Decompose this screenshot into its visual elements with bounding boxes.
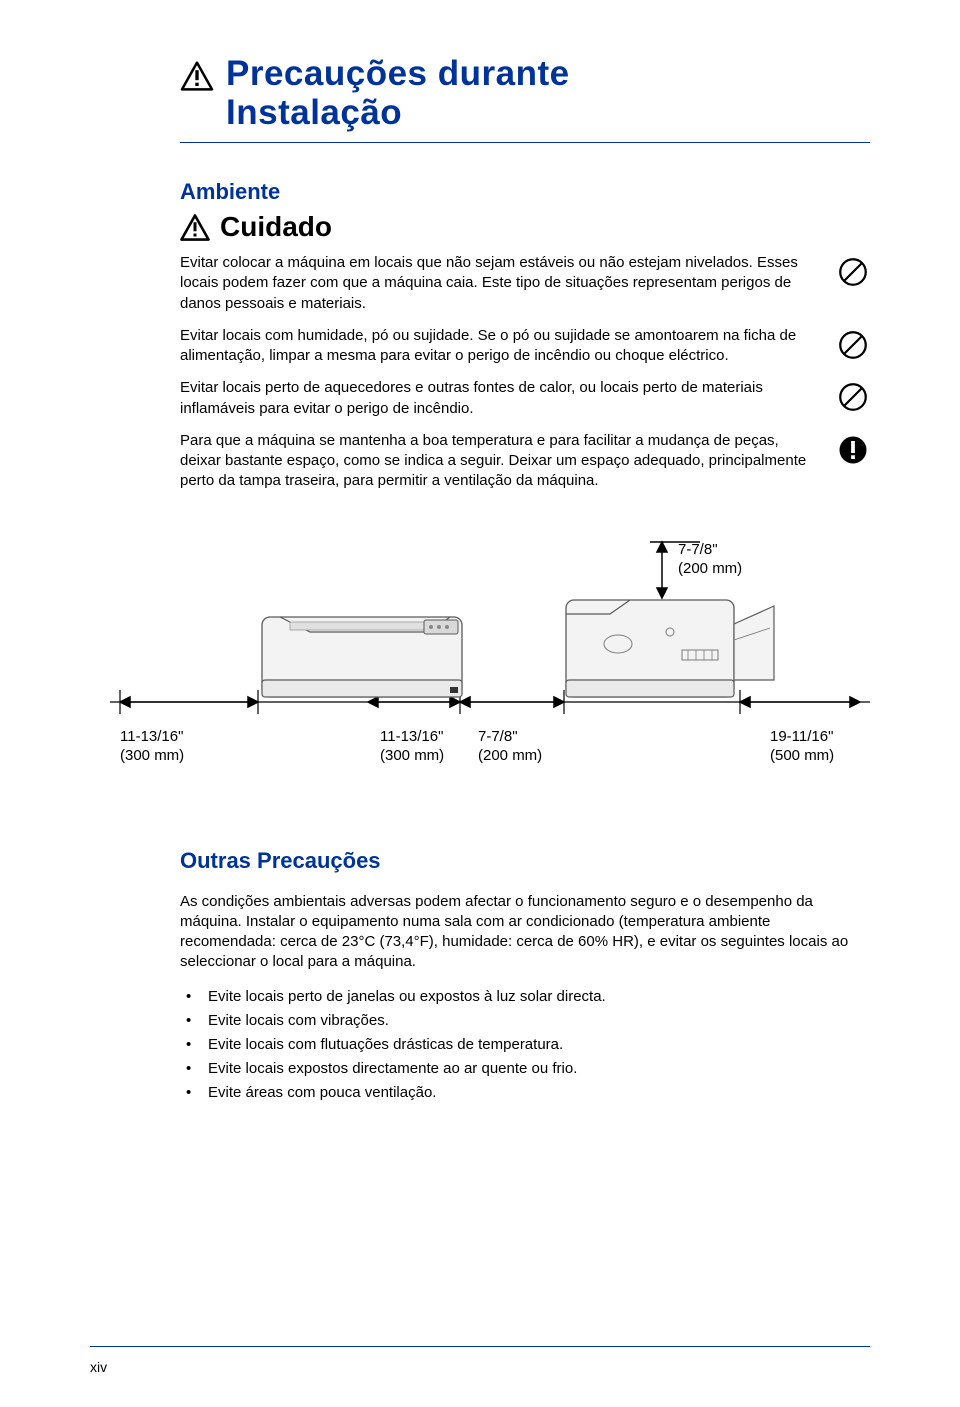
paragraph-text: Evitar locais perto de aquecedores e out…: [180, 378, 818, 419]
printer-side-view: [566, 600, 774, 697]
dim-inches: 11-13/16": [380, 728, 443, 745]
mandatory-action-icon: [836, 431, 870, 465]
dim-mm: (200 mm): [678, 560, 742, 577]
dim-mm: (500 mm): [770, 747, 834, 764]
dimension-bottom-3: 7-7/8" (200 mm): [478, 727, 542, 766]
warning-paragraph: Para que a máquina se mantenha a boa tem…: [180, 431, 870, 492]
precautions-list: Evite locais perto de janelas ou exposto…: [180, 985, 870, 1105]
footer-rule: [90, 1346, 870, 1347]
dimension-bottom-2: 11-13/16" (300 mm): [380, 727, 444, 766]
page-number: xiv: [90, 1359, 107, 1375]
dim-inches: 19-11/16": [770, 728, 833, 745]
paragraph-text: Evitar colocar a máquina em locais que n…: [180, 253, 818, 314]
title-line-2: Instalação: [226, 93, 402, 132]
list-item: Evite locais perto de janelas ou exposto…: [208, 985, 870, 1009]
prohibit-icon: [836, 253, 870, 287]
caution-heading: Cuidado: [180, 211, 870, 243]
section2-paragraph: As condições ambientais adversas podem a…: [180, 892, 870, 973]
title-line-1: Precauções durante: [226, 54, 570, 93]
caution-label: Cuidado: [220, 211, 332, 243]
page-heading: Precauções durante Instalação: [180, 55, 870, 132]
dim-inches: 7-7/8": [678, 541, 718, 558]
warning-triangle-icon: [180, 61, 214, 91]
paragraph-text: Evitar locais com humidade, pó ou sujida…: [180, 326, 818, 367]
dimension-bottom-4: 19-11/16" (500 mm): [770, 727, 834, 766]
dim-inches: 11-13/16": [120, 728, 183, 745]
dim-inches: 7-7/8": [478, 728, 518, 745]
clearance-diagram: 7-7/8" (200 mm) 11-13/16" (300 mm) 11-13…: [180, 532, 870, 782]
list-item: Evite locais com flutuações drásticas de…: [208, 1033, 870, 1057]
printer-front-view: [262, 617, 462, 697]
dim-mm: (300 mm): [120, 747, 184, 764]
list-item: Evite locais expostos directamente ao ar…: [208, 1057, 870, 1081]
prohibit-icon: [836, 378, 870, 412]
paragraph-text: Para que a máquina se mantenha a boa tem…: [180, 431, 818, 492]
warning-paragraph: Evitar locais perto de aquecedores e out…: [180, 378, 870, 419]
warning-paragraph: Evitar colocar a máquina em locais que n…: [180, 253, 870, 314]
list-item: Evite locais com vibrações.: [208, 1009, 870, 1033]
prohibit-icon: [836, 326, 870, 360]
section-heading-outras: Outras Precauções: [180, 848, 870, 874]
list-item: Evite áreas com pouca ventilação.: [208, 1081, 870, 1105]
title-underline: [180, 142, 870, 143]
warning-paragraph: Evitar locais com humidade, pó ou sujida…: [180, 326, 870, 367]
dim-mm: (200 mm): [478, 747, 542, 764]
page-title: Precauções durante Instalação: [226, 55, 570, 132]
dimension-bottom-1: 11-13/16" (300 mm): [120, 727, 184, 766]
warning-triangle-icon: [180, 214, 210, 241]
dimension-top: 7-7/8" (200 mm): [678, 540, 742, 579]
dim-mm: (300 mm): [380, 747, 444, 764]
section-heading-ambiente: Ambiente: [180, 179, 870, 205]
